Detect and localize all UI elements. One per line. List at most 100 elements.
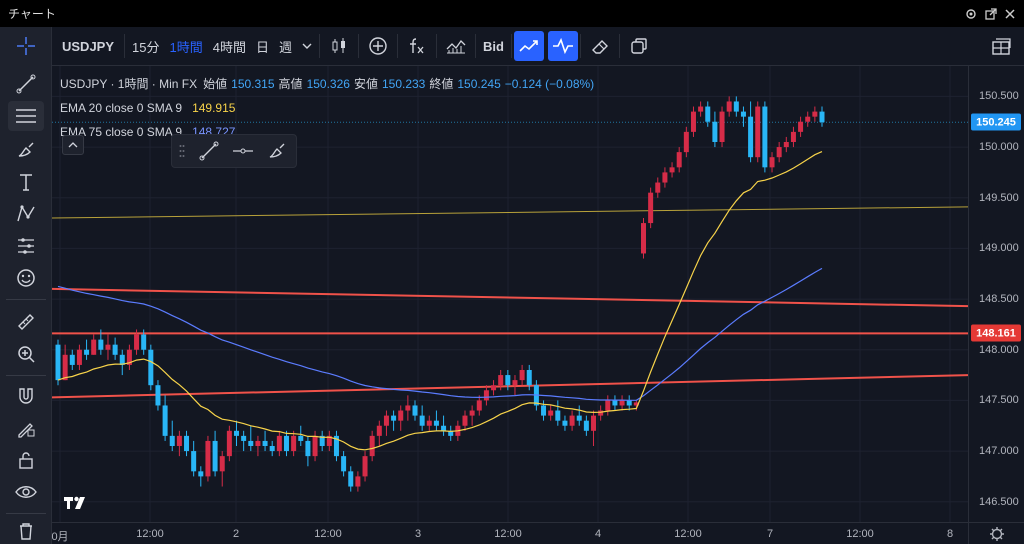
chart-pane[interactable] — [52, 66, 968, 522]
popout-icon[interactable] — [984, 7, 998, 21]
ema20-value: 149.915 — [192, 101, 236, 115]
unlock-icon[interactable] — [8, 445, 44, 475]
layout-icon[interactable] — [984, 31, 1018, 61]
time-label: 0月 — [51, 531, 69, 543]
trendline-icon[interactable] — [8, 69, 44, 99]
interval-4[interactable]: 週 — [278, 39, 292, 55]
candlestick-chart[interactable] — [52, 66, 968, 522]
candle-body — [241, 435, 247, 441]
candle-body — [512, 380, 518, 386]
eye-icon[interactable] — [8, 477, 44, 507]
line-price-tag[interactable]: 148.161 — [971, 324, 1021, 342]
drag-handle-icon[interactable] — [172, 136, 192, 166]
brush-icon[interactable] — [8, 135, 44, 165]
candle-body — [669, 167, 675, 173]
emoji-icon[interactable] — [8, 263, 44, 293]
trend-toggle-icon[interactable] — [513, 31, 544, 61]
toolbar-divider — [6, 513, 46, 514]
float-trendline-icon[interactable] — [192, 136, 226, 166]
candle-body — [419, 415, 425, 426]
candle-body — [112, 344, 118, 355]
candle-body — [405, 405, 411, 411]
crosshair-icon[interactable] — [8, 31, 44, 61]
candle-body — [591, 415, 597, 431]
settings-icon[interactable] — [964, 7, 978, 21]
trash-icon[interactable] — [8, 519, 44, 543]
legend-ema75-row[interactable]: EMA 75 close 0 SMA 9 148.727 — [60, 120, 594, 144]
interval-0[interactable]: 15分 — [132, 39, 160, 55]
candle-body — [212, 440, 218, 472]
candle-body — [105, 344, 111, 350]
legend-title[interactable]: USDJPY · 1時間 · Min FX — [60, 77, 198, 91]
candle-body — [76, 349, 82, 365]
interval-2[interactable]: 4時間 — [212, 39, 246, 55]
ema20-label: EMA 20 close 0 SMA 9 — [60, 101, 183, 115]
templates-icon[interactable] — [439, 31, 473, 61]
interval-1[interactable]: 1時間 — [169, 39, 203, 55]
chart-settings-icon[interactable] — [968, 522, 1024, 544]
eraser-icon[interactable] — [583, 31, 617, 61]
legend-collapse-button[interactable] — [62, 135, 84, 155]
time-label: 3 — [414, 528, 422, 540]
candle-body — [355, 476, 361, 487]
candle-body — [262, 440, 268, 446]
magnet-icon[interactable] — [8, 381, 44, 411]
time-label: 12:00 — [136, 528, 164, 540]
prediction-icon[interactable] — [8, 231, 44, 261]
candle-body — [383, 415, 389, 426]
candle-body — [148, 349, 154, 386]
candle-body — [598, 410, 604, 416]
candle-body — [762, 106, 768, 168]
lock-drawing-icon[interactable] — [8, 413, 44, 443]
candle-body — [526, 370, 532, 386]
pulse-toggle-icon[interactable] — [547, 31, 578, 61]
multi-window-icon[interactable] — [622, 31, 656, 61]
symbol-search[interactable]: USDJPY — [62, 38, 115, 54]
candle-body — [812, 111, 818, 117]
price-scale[interactable]: 150.500 150.000 149.500 149.000 148.500 148.0… — [968, 66, 1024, 522]
legend-low-value: 150.233 — [381, 77, 426, 91]
float-brush-icon[interactable] — [260, 136, 294, 166]
legend-high-value: 150.326 — [306, 77, 350, 91]
candle-body — [291, 435, 297, 452]
tradingview-logo-icon[interactable] — [60, 490, 90, 516]
text-icon[interactable] — [8, 167, 44, 197]
close-icon[interactable] — [1004, 8, 1016, 20]
current-price-tag[interactable]: 150.245 — [971, 113, 1021, 131]
pattern-icon[interactable] — [8, 199, 44, 229]
legend-ema20-row[interactable]: EMA 20 close 0 SMA 9 149.915 — [60, 96, 594, 120]
candle-body — [655, 182, 661, 193]
candle-body — [719, 111, 725, 142]
fib-lines-icon[interactable] — [8, 101, 44, 131]
price-label: 148.500 — [979, 293, 1019, 306]
interval-3[interactable]: 日 — [255, 39, 269, 55]
candle-body — [426, 420, 432, 426]
ruler-icon[interactable] — [8, 307, 44, 337]
toolbar-divider — [397, 34, 398, 58]
legend-open-label: 始値 — [203, 77, 228, 91]
candle-body — [305, 440, 311, 457]
zoom-in-icon[interactable] — [8, 339, 44, 369]
candle-body — [733, 101, 739, 112]
compare-plus-icon[interactable] — [361, 31, 395, 61]
candle-body — [433, 420, 439, 426]
window-titlebar: チャート — [0, 0, 1024, 27]
float-hline-icon[interactable] — [226, 136, 260, 166]
ema75-line — [57, 267, 823, 401]
indicators-fx-icon[interactable] — [400, 31, 434, 61]
candle-body — [790, 131, 796, 142]
candle-body — [319, 435, 325, 446]
yellow-trendline — [52, 206, 968, 219]
bid-button[interactable]: Bid — [483, 38, 504, 54]
legend-close-label: 終値 — [429, 77, 454, 91]
candle-body — [819, 111, 825, 123]
time-scale[interactable]: 0月 12:00 2 12:00 3 12:00 4 12:00 7 12:00 8 — [51, 522, 968, 544]
candle-body — [726, 101, 732, 112]
time-label: 7 — [766, 528, 774, 540]
candle-body — [583, 420, 589, 431]
candle-type-icon[interactable] — [322, 31, 356, 61]
candle-body — [91, 339, 97, 355]
candle-body — [162, 405, 168, 436]
chevron-down-icon[interactable] — [297, 31, 317, 61]
